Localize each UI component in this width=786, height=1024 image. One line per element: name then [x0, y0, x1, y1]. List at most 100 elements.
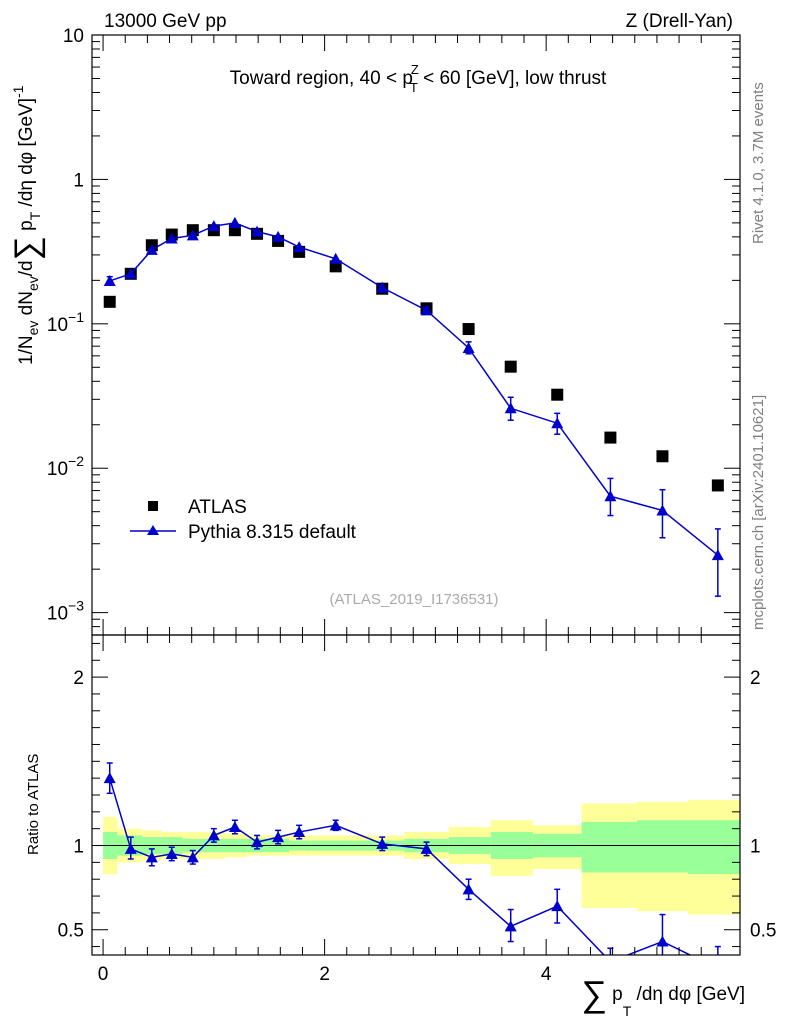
- x-tick-label-1: 2: [319, 964, 330, 985]
- title-sup: Z: [411, 62, 419, 77]
- mc-point-11: [376, 281, 389, 293]
- atlas-point-13: [462, 323, 475, 336]
- ratio-point-3: [165, 847, 178, 859]
- top-title: Toward region, 40 < pZ T < 60 [GeV], low …: [230, 62, 607, 95]
- legend: ATLAS Pythia 8.315 default: [130, 497, 357, 543]
- ylabel-p3: ev: [25, 276, 41, 291]
- bottom-panel: 0.5 0.5 1 1 2 2 0 2 4 Ratio to ATLAS ∑ pT /dη dφ…: [25, 634, 776, 1019]
- mc-point-6: [228, 216, 241, 228]
- y-tick-base: 1: [73, 170, 84, 191]
- header-right: Z (Drell-Yan): [626, 11, 733, 32]
- ratio-point-4: [186, 851, 199, 863]
- mc-point-4: [186, 229, 199, 241]
- mc-point-8: [272, 230, 285, 242]
- band-inner-17: [636, 820, 688, 873]
- ratio-point-11: [376, 837, 389, 849]
- ratio-y-label-right-2: 2: [750, 668, 761, 689]
- header-left: 13000 GeV pp: [104, 11, 227, 32]
- ratio-y-label-right-1: 1: [750, 837, 761, 858]
- ratio-point-2: [145, 851, 158, 863]
- ratio-point-10: [329, 819, 342, 831]
- ratio-point-18: [712, 962, 724, 973]
- ratio-y-label-left-1: 1: [73, 837, 84, 858]
- mc-point-3: [165, 232, 178, 244]
- atlas-point-18: [711, 479, 724, 492]
- top-ylabel: 1/Nev dNev/d∑ pT /dη dφ [GeV]-1: [8, 85, 46, 365]
- y-tick-label-2: 10−1: [47, 309, 84, 336]
- band-inner-18: [687, 820, 740, 875]
- ratio-point-8: [272, 831, 285, 843]
- ratio-axes: 0.5 0.5 1 1 2 2 0 2 4: [58, 635, 776, 985]
- mc-point-2: [145, 243, 158, 255]
- mc-point-14: [504, 402, 517, 414]
- y-tick-label-4: 10−3: [47, 598, 84, 625]
- ratio-y-label-right-0: 0.5: [750, 921, 776, 942]
- y-tick-base: 10: [63, 26, 84, 47]
- mc-point-7: [251, 225, 264, 237]
- ylabel-p4: /d: [16, 260, 37, 276]
- mc-point-15: [551, 417, 564, 429]
- xlabel-rest: /dη dφ [GeV]: [631, 984, 745, 1005]
- mc-point-5: [207, 220, 220, 232]
- xlabel-p: p: [607, 984, 623, 1005]
- mc-point-16: [604, 490, 617, 502]
- ratio-point-1: [124, 842, 137, 854]
- ylabel-p1: ev: [25, 321, 41, 336]
- legend-atlas-label: ATLAS: [188, 497, 247, 518]
- watermark: (ATLAS_2019_I1736531): [329, 591, 498, 608]
- ratio-ylabel: Ratio to ATLAS: [25, 754, 42, 855]
- ratio-y-label-left-2: 2: [73, 668, 84, 689]
- atlas-point-17: [656, 450, 669, 463]
- ratio-point-12: [420, 842, 433, 854]
- ratio-point-0: [103, 772, 116, 784]
- y-tick-exp: −2: [68, 453, 84, 469]
- x-tick-label-0: 0: [98, 964, 109, 985]
- title-sub: T: [410, 80, 418, 95]
- y-tick-base: 10: [47, 459, 68, 480]
- mc-point-17: [656, 504, 669, 516]
- ratio-point-14: [504, 920, 517, 932]
- top-data-layer: [103, 216, 724, 597]
- atlas-point-16: [604, 431, 617, 444]
- ratio-point-16: [604, 956, 616, 967]
- legend-mc-label: Pythia 8.315 default: [188, 522, 357, 543]
- mcplots-label: mcplots.cern.ch [arXiv:2401.10621]: [750, 395, 767, 630]
- ratio-point-6: [228, 821, 241, 832]
- ratio-point-15: [551, 900, 564, 912]
- mc-point-10: [329, 252, 342, 264]
- xlabel-sub: T: [623, 1003, 632, 1019]
- ylabel-p5: ∑: [8, 236, 46, 260]
- legend-atlas-marker: [148, 501, 158, 511]
- mc-point-1: [124, 267, 137, 279]
- ylabel-p6: p: [16, 220, 37, 236]
- y-tick-label-3: 10−2: [47, 453, 84, 480]
- rivet-label: Rivet 4.1.0, 3.7M events: [750, 82, 767, 244]
- y-tick-label-1: 1: [73, 170, 84, 191]
- ratio-point-7: [251, 836, 264, 848]
- xlabel-sum: ∑: [581, 973, 607, 1014]
- top-frame: [91, 34, 741, 636]
- mc-point-12: [420, 304, 433, 316]
- ylabel-p2: dN: [16, 291, 37, 321]
- title-part-a: Toward region, 40 < p: [230, 68, 413, 89]
- ylabel-p9: -1: [10, 85, 26, 98]
- mc-point-13: [462, 342, 475, 354]
- atlas-point-14: [504, 360, 517, 373]
- legend-mc-marker: [147, 525, 159, 535]
- y-tick-base: 10: [47, 604, 68, 625]
- ylabel-p8: /dη dφ [GeV]: [16, 98, 37, 212]
- bottom-frame: [91, 634, 741, 956]
- ratio-point-9: [293, 826, 306, 838]
- y-tick-base: 10: [47, 315, 68, 336]
- ratio-point-13: [462, 883, 475, 895]
- mc-point-18: [711, 549, 724, 561]
- y-tick-exp: −1: [68, 309, 84, 325]
- mc-point-0: [103, 274, 116, 286]
- y-tick-label-0: 10: [63, 26, 84, 47]
- x-tick-label-2: 4: [541, 964, 552, 985]
- ylabel-p0: 1/N: [16, 335, 37, 365]
- ylabel-p7: T: [27, 211, 43, 220]
- ratio-point-17: [656, 935, 669, 947]
